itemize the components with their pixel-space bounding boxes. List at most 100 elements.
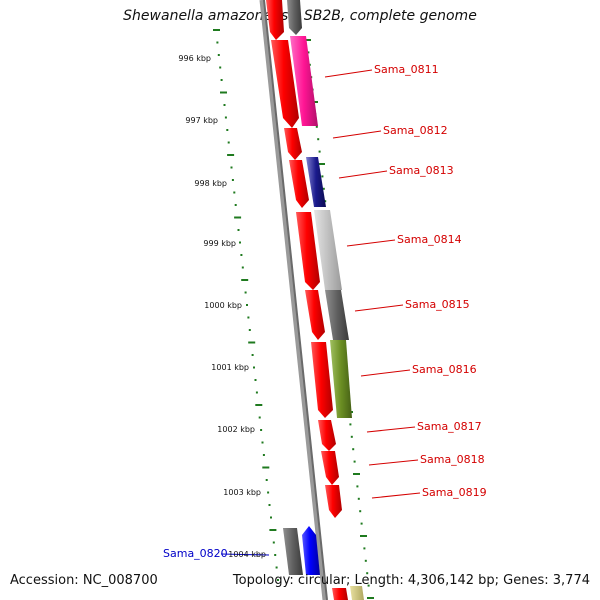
feature-khaki	[350, 586, 364, 600]
gene-track	[266, 0, 348, 600]
ruler-right-tick	[360, 535, 367, 537]
ruler-right-tick	[318, 163, 325, 165]
summary-text: Topology: circular; Length: 4,306,142 bp…	[232, 573, 590, 588]
ruler-left-tick	[231, 179, 234, 181]
ruler-left-tick	[223, 104, 226, 106]
feature-olive	[330, 340, 352, 418]
ruler-left-tick	[254, 379, 257, 381]
ruler-right-tick	[350, 435, 353, 438]
ruler-left-tick	[269, 529, 277, 531]
gene-label-0811[interactable]: Sama_0811	[374, 63, 439, 76]
ruler-label-1003: 1003 kbp	[223, 488, 261, 497]
ruler-label-1002: 1002 kbp	[217, 425, 255, 434]
leader-0818	[368, 459, 419, 466]
feature-track	[283, 0, 364, 600]
ruler-left-tick	[237, 229, 240, 231]
ruler-left-tick	[241, 266, 244, 269]
ruler-right-tick	[321, 175, 324, 178]
ruler-right-tick	[304, 39, 311, 41]
ruler-left-tick	[261, 441, 264, 444]
ruler-left-tick	[262, 466, 270, 469]
ruler-left-tick	[262, 454, 265, 456]
ruler-left-tick	[247, 316, 250, 319]
ruler-left-tick	[270, 516, 272, 519]
ruler-left-tick	[234, 204, 237, 206]
ruler-left-tick	[246, 304, 248, 306]
gene-label-0820[interactable]: Sama_0820	[163, 547, 228, 560]
ruler-right-tick	[367, 597, 374, 599]
ruler-left-tick	[227, 141, 230, 144]
leader-0813	[338, 170, 388, 179]
gene-label-0817[interactable]: Sama_0817	[417, 420, 482, 433]
ruler-left-tick	[251, 354, 254, 356]
leader-0816	[360, 369, 411, 377]
ruler-label-998: 998 kbp	[194, 179, 227, 188]
feature-dark-grey	[287, 0, 302, 35]
gene-arrow-0818	[321, 451, 339, 485]
accession-text: Accession: NC_008700	[10, 573, 158, 588]
ruler-labels: 996 kbp 997 kbp 998 kbp 999 kbp 1000 kbp…	[178, 54, 266, 559]
gene-arrow-0812	[284, 128, 302, 160]
feature-magenta	[290, 36, 318, 126]
ruler-right-tick	[318, 150, 321, 153]
feature-navy	[306, 157, 326, 207]
ruler-right-tick	[322, 187, 325, 190]
gene-label-0819[interactable]: Sama_0819	[422, 486, 487, 499]
ruler-left-tick	[272, 541, 275, 544]
ruler-left-tick	[224, 116, 227, 119]
ruler-right-tick	[356, 485, 359, 488]
gene-arrow-top	[266, 0, 284, 40]
ruler-right-tick	[366, 572, 369, 575]
ruler-left-tick	[230, 166, 233, 169]
ruler-left-tick	[255, 404, 263, 406]
leader-0819	[371, 492, 421, 499]
leader-0811	[324, 69, 373, 78]
gene-label-0816[interactable]: Sama_0816	[412, 363, 477, 376]
feature-light-grey-a	[314, 210, 342, 290]
ruler-label-1001: 1001 kbp	[211, 363, 249, 372]
ruler-label-1004: 1004 kbp	[228, 550, 266, 559]
gene-arrow-0817	[318, 420, 336, 451]
gene-label-0814[interactable]: Sama_0814	[397, 233, 462, 246]
feature-dark-grey-c	[283, 528, 303, 575]
ruler-left-tick	[244, 291, 247, 294]
gene-arrow-bottom	[332, 588, 348, 600]
backbone-line-shadow	[263, 0, 328, 600]
gene-label-0818[interactable]: Sama_0818	[420, 453, 485, 466]
ruler-right-tick	[363, 547, 366, 550]
ruler-right-tick	[353, 460, 356, 463]
ruler-left-tick	[258, 416, 261, 419]
leader-0814	[346, 239, 396, 247]
leader-0817	[366, 426, 416, 433]
ruler-left-tick	[265, 479, 268, 481]
gene-arrow-0820	[302, 526, 320, 575]
ruler-left-tick	[248, 329, 251, 331]
ruler-left-tick	[255, 391, 258, 394]
gene-arrow-0816	[311, 342, 333, 418]
ruler-right-tick	[307, 51, 310, 54]
ruler-left-tick	[234, 216, 242, 219]
ruler-left-tick	[239, 241, 241, 244]
ruler-left-tick	[220, 91, 227, 94]
ruler-left-tick	[240, 254, 243, 256]
ruler-right-tick	[324, 200, 327, 203]
ruler-left-tick	[217, 54, 220, 56]
gene-label-0813[interactable]: Sama_0813	[389, 164, 454, 177]
gene-arrow-0814	[296, 212, 320, 290]
ruler-left-tick	[233, 191, 236, 194]
ruler-right-tick	[357, 497, 360, 500]
ruler-right-tick	[352, 448, 355, 451]
ruler-left-tick	[226, 129, 229, 131]
gene-arrow-0811	[271, 40, 299, 128]
gene-label-0812[interactable]: Sama_0812	[383, 124, 448, 137]
ruler-left-tick	[220, 79, 223, 81]
ruler-left-tick	[275, 566, 278, 569]
ruler-label-999: 999 kbp	[203, 239, 236, 248]
gene-labels: Sama_0811 Sama_0812 Sama_0813 Sama_0814 …	[163, 63, 487, 560]
ruler-left-tick	[241, 279, 249, 281]
ruler-right-tick	[315, 125, 318, 128]
gene-label-0815[interactable]: Sama_0815	[405, 298, 470, 311]
leader-lines	[220, 69, 421, 556]
feature-dark-grey-b	[325, 290, 349, 340]
ruler-right-tick	[317, 138, 320, 141]
